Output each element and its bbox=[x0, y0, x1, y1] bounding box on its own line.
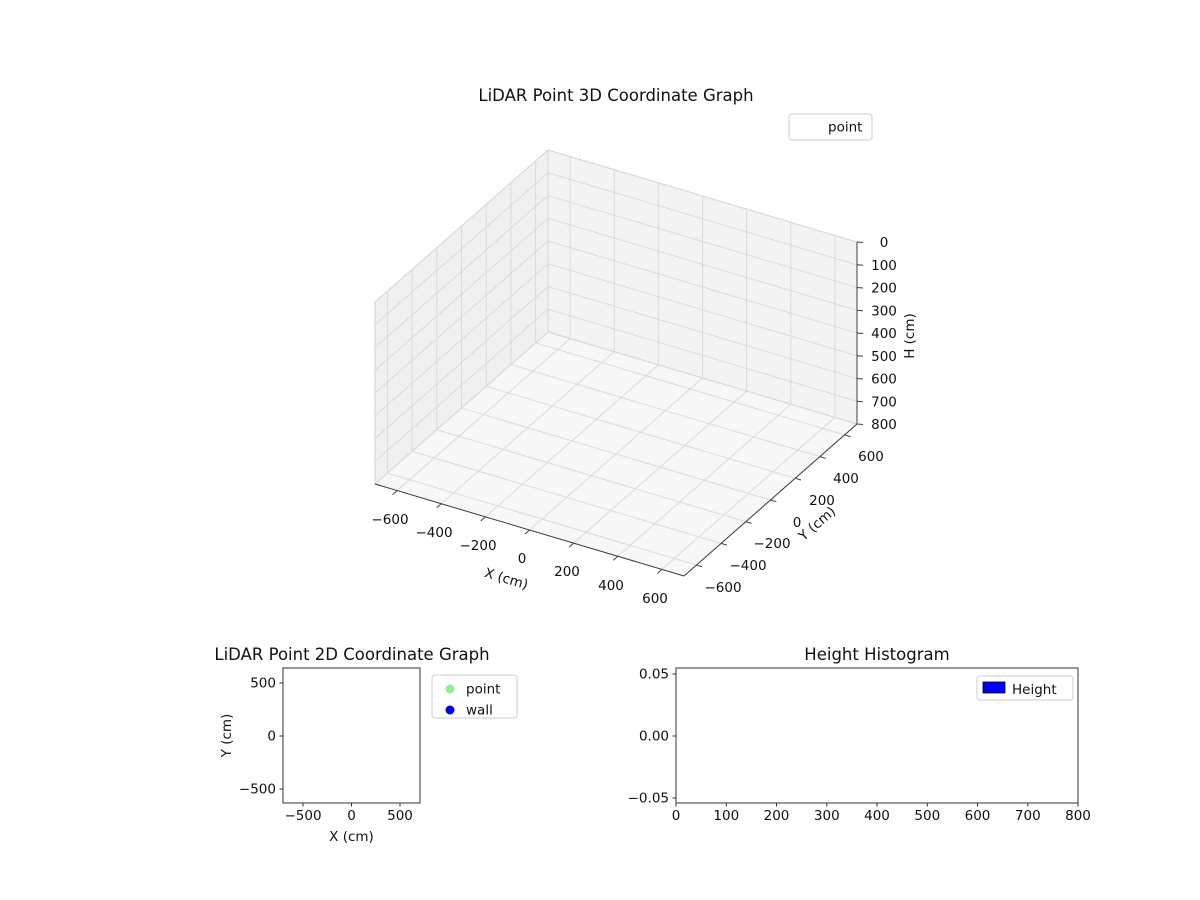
z-tick-label: 600 bbox=[871, 372, 897, 388]
legend-marker-height bbox=[982, 681, 1006, 694]
plot-3d-y-tick-labels: −600 −400 −200 0 200 400 600 bbox=[704, 449, 883, 596]
plot-histogram-y-tick-labels: 0.05 0.00 −0.05 bbox=[628, 667, 669, 807]
plot-histogram-x-tick-labels: 0 100 200 300 400 500 600 700 800 bbox=[672, 808, 1091, 824]
x-tick-label: −200 bbox=[459, 538, 496, 554]
x-tick-label: 700 bbox=[1015, 808, 1041, 824]
plot-2d-y-tick-labels: 500 0 −500 bbox=[239, 676, 276, 798]
x-tick-label: −600 bbox=[371, 512, 408, 528]
x-tick-label: 0 bbox=[672, 808, 681, 824]
x-tick-label: 500 bbox=[914, 808, 940, 824]
y-axis-tick-marks bbox=[696, 434, 851, 568]
y-tick-label: 600 bbox=[858, 449, 884, 465]
legend-entry-wall: wall bbox=[466, 703, 493, 719]
x-tick-label: 0 bbox=[347, 808, 356, 824]
legend-entry-point: point bbox=[466, 682, 500, 698]
y-tick-label: 0 bbox=[267, 729, 276, 745]
legend-box bbox=[788, 113, 873, 141]
x-axis-tick-marks bbox=[302, 803, 401, 807]
plot-histogram-tick-marks bbox=[672, 673, 1079, 807]
plot-2d-axes-frame bbox=[282, 667, 421, 804]
x-tick-label: 500 bbox=[387, 808, 413, 824]
y-tick-label: 200 bbox=[809, 493, 835, 509]
legend-marker-wall bbox=[445, 705, 455, 715]
y-tick-label: 0.05 bbox=[639, 667, 669, 683]
x-tick-label: 100 bbox=[713, 808, 739, 824]
legend-entry-point: point bbox=[828, 120, 862, 136]
plot-histogram: Height Histogram 0.05 0.00 −0.05 0 100 2… bbox=[628, 645, 1091, 824]
y-tick-label: 500 bbox=[250, 676, 276, 692]
x-tick-label: 400 bbox=[864, 808, 890, 824]
x-tick-label: 200 bbox=[764, 808, 790, 824]
z-tick-label: 700 bbox=[871, 394, 897, 410]
x-tick-label: 200 bbox=[554, 564, 580, 580]
plot-3d-title: LiDAR Point 3D Coordinate Graph bbox=[478, 86, 753, 105]
x-tick-label: 400 bbox=[598, 578, 624, 594]
plot-histogram-legend: Height bbox=[976, 675, 1074, 701]
x-axis-tick-marks bbox=[675, 803, 1079, 807]
y-tick-label: −200 bbox=[753, 536, 790, 552]
y-tick-label: 0 bbox=[793, 515, 802, 531]
x-tick-label: 600 bbox=[642, 591, 668, 607]
plot-3d-z-tick-labels: 0 100 200 300 400 500 600 700 800 bbox=[871, 235, 897, 433]
plot-3d: LiDAR Point 3D Coordinate Graph bbox=[371, 86, 918, 607]
z-tick-label: 200 bbox=[871, 281, 897, 297]
z-tick-label: 100 bbox=[871, 258, 897, 274]
plot-2d-x-axis-label: X (cm) bbox=[329, 829, 374, 845]
z-tick-label: 500 bbox=[871, 349, 897, 365]
plot-3d-grid bbox=[374, 149, 858, 570]
x-axis-tick-marks bbox=[392, 490, 663, 574]
plot-2d-title: LiDAR Point 2D Coordinate Graph bbox=[214, 645, 489, 664]
y-tick-label: −0.05 bbox=[628, 791, 669, 807]
y-axis-tick-marks bbox=[279, 682, 283, 790]
x-tick-label: 600 bbox=[965, 808, 991, 824]
y-tick-label: −600 bbox=[704, 580, 741, 596]
z-tick-label: 800 bbox=[871, 417, 897, 433]
plot-3d-x-tick-labels: −600 −400 −200 0 200 400 600 bbox=[371, 512, 667, 607]
z-tick-label: 300 bbox=[871, 303, 897, 319]
y-tick-label: −400 bbox=[729, 558, 766, 574]
plot-2d-x-tick-labels: −500 0 500 bbox=[284, 808, 412, 824]
legend-entry-height: Height bbox=[1012, 682, 1057, 698]
x-tick-label: −500 bbox=[284, 808, 321, 824]
plot-3d-legend: point bbox=[788, 113, 873, 141]
plot-2d-legend: point wall bbox=[431, 674, 518, 719]
floor-grid-along-y bbox=[396, 338, 836, 570]
plot-3d-axis-lines bbox=[374, 241, 864, 577]
plot-2d-tick-marks bbox=[279, 682, 401, 807]
x-tick-label: 800 bbox=[1065, 808, 1091, 824]
x-tick-label: −400 bbox=[415, 525, 452, 541]
x-tick-label: 300 bbox=[814, 808, 840, 824]
plot-2d: LiDAR Point 2D Coordinate Graph 500 0 −5… bbox=[214, 645, 518, 845]
y-tick-label: 400 bbox=[833, 471, 859, 487]
y-axis-tick-marks bbox=[672, 673, 676, 799]
plot-3d-z-axis-label: H (cm) bbox=[902, 313, 918, 359]
y-tick-label: −500 bbox=[239, 782, 276, 798]
z-tick-label: 0 bbox=[880, 235, 889, 251]
legend-marker-point bbox=[445, 684, 455, 694]
plot-histogram-title: Height Histogram bbox=[804, 645, 949, 664]
z-tick-label: 400 bbox=[871, 326, 897, 342]
y-tick-label: 0.00 bbox=[639, 729, 669, 745]
x-tick-label: 0 bbox=[518, 551, 527, 567]
z-axis-tick-marks bbox=[856, 241, 864, 425]
plot-2d-y-axis-label: Y (cm) bbox=[219, 714, 235, 759]
